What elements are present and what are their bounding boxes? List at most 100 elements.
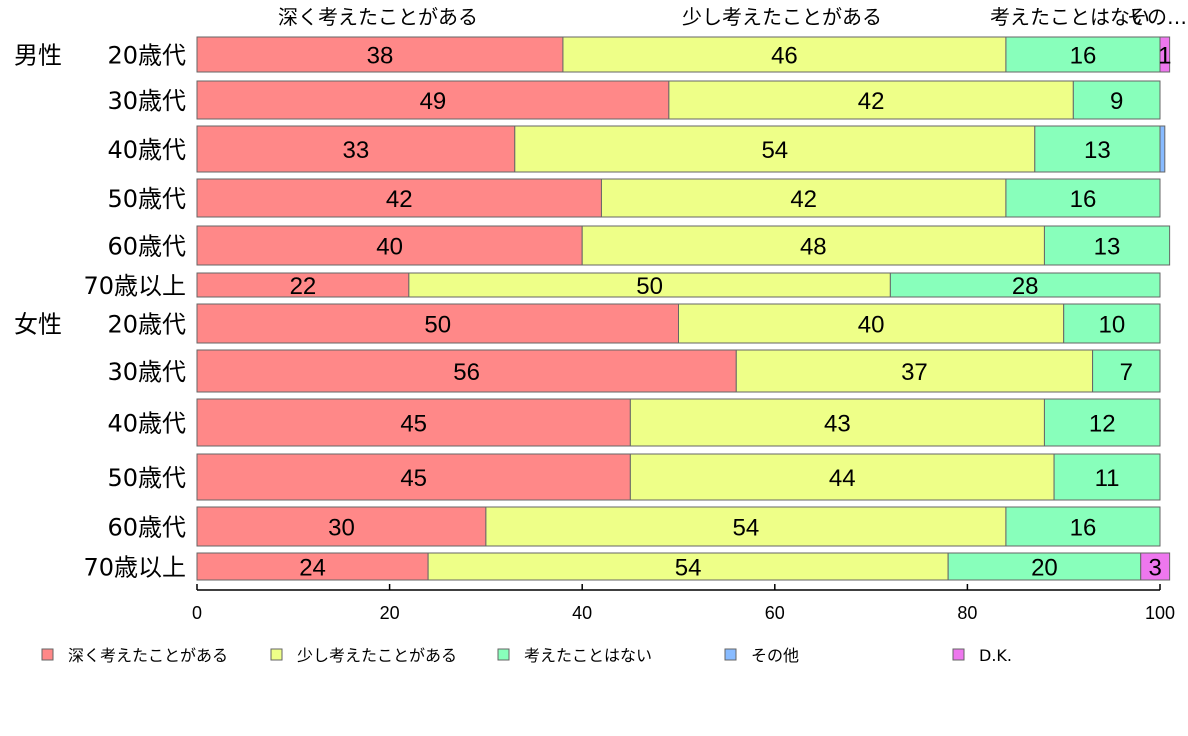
category-label: 20歳代 bbox=[107, 42, 186, 70]
data-label: 13 bbox=[1094, 234, 1121, 261]
data-label: 42 bbox=[386, 186, 413, 213]
data-label: 45 bbox=[400, 465, 427, 492]
category-label: 60歳代 bbox=[107, 514, 186, 542]
legend: 深く考えたことがある 少し考えたことがある 考えたことはない その他 D.K. bbox=[41, 646, 1012, 665]
bar-segment bbox=[1043, 225, 1171, 266]
bar-segment bbox=[1043, 398, 1161, 447]
category-label: 40歳代 bbox=[107, 410, 186, 438]
bar-segment bbox=[1053, 453, 1161, 501]
bar-segment bbox=[196, 178, 602, 218]
bar-segment bbox=[1005, 178, 1161, 218]
data-label: 33 bbox=[343, 137, 370, 164]
category-label: 50歳代 bbox=[107, 464, 186, 492]
data-label: 54 bbox=[733, 515, 760, 542]
bar-segment bbox=[196, 453, 631, 501]
bar-segment bbox=[562, 36, 1007, 73]
data-label: 50 bbox=[636, 273, 663, 300]
data-label: 54 bbox=[761, 137, 788, 164]
top-label: 考えたことはない bbox=[990, 5, 1150, 29]
x-tick-label: 80 bbox=[957, 603, 977, 623]
category-label: 60歳代 bbox=[107, 233, 186, 261]
group-label: 女性 bbox=[14, 311, 62, 339]
data-label: 16 bbox=[1070, 186, 1097, 213]
bar-segment bbox=[196, 506, 487, 547]
data-label: 37 bbox=[901, 359, 928, 386]
bar-segment bbox=[196, 349, 737, 393]
bar-segment bbox=[196, 36, 564, 73]
data-label: 11 bbox=[1095, 465, 1120, 492]
data-label: 46 bbox=[771, 43, 798, 70]
bar-segment bbox=[629, 453, 1055, 501]
legend-swatch bbox=[952, 648, 965, 661]
x-axis: 0 20 40 60 80 100 bbox=[192, 584, 1175, 623]
data-label: 42 bbox=[790, 186, 817, 213]
data-label: 28 bbox=[1012, 273, 1039, 300]
category-label: 30歳代 bbox=[107, 87, 186, 115]
data-label: 54 bbox=[675, 555, 702, 582]
x-tick-label: 0 bbox=[192, 603, 202, 623]
bar-segment bbox=[581, 225, 1045, 266]
group-label: 男性 bbox=[14, 42, 62, 70]
bar-segment bbox=[1159, 125, 1166, 173]
data-label: 43 bbox=[824, 411, 851, 438]
bar-segment bbox=[1159, 36, 1171, 73]
legend-label: 少し考えたことがある bbox=[297, 646, 457, 665]
data-label: 50 bbox=[424, 312, 451, 339]
legend-swatch bbox=[41, 648, 54, 661]
bars: 38 46 16 1 49 42 9 33 54 13 42 42 16 40 48 13 22 50 28 50 40… bbox=[196, 36, 1171, 582]
data-label: 24 bbox=[299, 555, 326, 582]
x-tick-label: 40 bbox=[572, 603, 592, 623]
x-tick-label: 100 bbox=[1145, 603, 1175, 623]
data-label: 13 bbox=[1084, 137, 1111, 164]
category-label: 70歳以上 bbox=[83, 554, 186, 582]
category-label: 40歳代 bbox=[107, 136, 186, 164]
data-label: 30 bbox=[328, 515, 355, 542]
data-label: 40 bbox=[858, 312, 885, 339]
category-label: 50歳代 bbox=[107, 185, 186, 213]
data-label: 1 bbox=[1158, 43, 1171, 70]
bar-segment bbox=[196, 398, 631, 447]
category-label: 70歳以上 bbox=[83, 272, 186, 300]
data-label: 42 bbox=[858, 88, 885, 115]
bar-segment bbox=[196, 125, 516, 173]
data-label: 20 bbox=[1031, 555, 1058, 582]
category-label: 30歳代 bbox=[107, 358, 186, 386]
bar-segment bbox=[889, 272, 1161, 298]
top-label: その… bbox=[1127, 5, 1187, 29]
bar-segment bbox=[1005, 36, 1161, 73]
bar-segment bbox=[1063, 303, 1161, 344]
x-tick-label: 20 bbox=[380, 603, 400, 623]
data-label: 3 bbox=[1149, 555, 1162, 582]
bar-segment bbox=[1092, 349, 1161, 393]
legend-label: その他 bbox=[751, 646, 799, 665]
data-label: 7 bbox=[1120, 359, 1133, 386]
data-label: 48 bbox=[800, 234, 827, 261]
legend-swatch bbox=[270, 648, 283, 661]
bar-segment bbox=[629, 398, 1045, 447]
category-label: 20歳代 bbox=[107, 311, 186, 339]
legend-label: D.K. bbox=[979, 646, 1012, 665]
top-label: 少し考えたことがある bbox=[682, 5, 882, 29]
data-label: 9 bbox=[1110, 88, 1123, 115]
data-label: 40 bbox=[376, 234, 403, 261]
bar-segment bbox=[196, 303, 679, 344]
bar-segment bbox=[1005, 506, 1161, 547]
legend-swatch bbox=[497, 648, 510, 661]
bar-segment bbox=[1140, 552, 1171, 581]
row-labels: 20歳代 30歳代 40歳代 50歳代 60歳代 70歳以上 20歳代 30歳代 40歳代 50歳… bbox=[14, 42, 186, 582]
data-label: 45 bbox=[400, 411, 427, 438]
data-label: 44 bbox=[829, 465, 856, 492]
legend-swatch bbox=[724, 648, 737, 661]
bar-segment bbox=[514, 125, 1036, 173]
bar-segment bbox=[947, 552, 1142, 581]
data-label: 22 bbox=[290, 273, 317, 300]
legend-label: 考えたことはない bbox=[524, 646, 652, 665]
bar-segment bbox=[668, 80, 1074, 120]
x-tick-label: 60 bbox=[765, 603, 785, 623]
data-label: 12 bbox=[1089, 411, 1116, 438]
bar-segment bbox=[196, 552, 429, 581]
bar-segment bbox=[196, 225, 583, 266]
data-label: 10 bbox=[1098, 312, 1125, 339]
data-label: 16 bbox=[1070, 515, 1097, 542]
